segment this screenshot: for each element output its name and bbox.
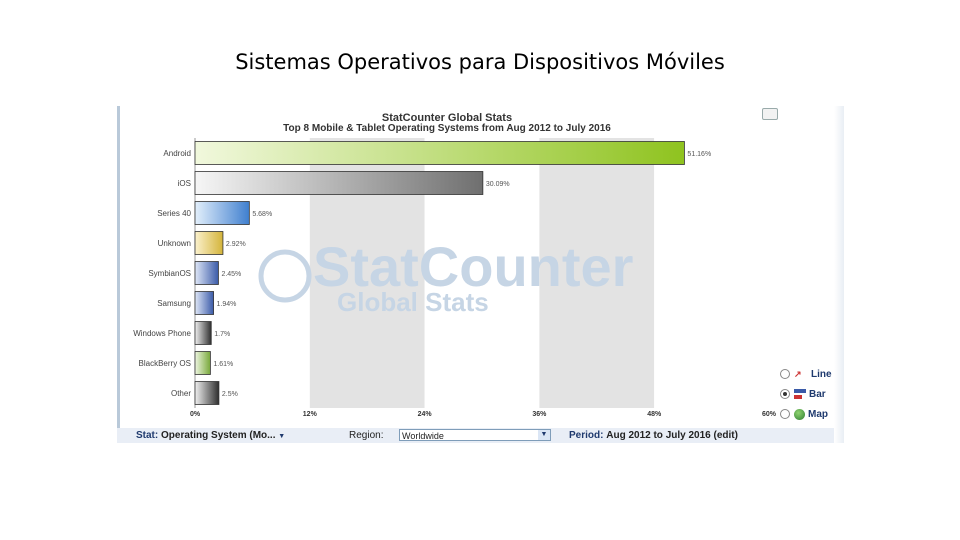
value-label: 30.09% (486, 181, 510, 188)
legend-label-map: Map (808, 408, 828, 420)
legend-item-line[interactable]: ↗ Line (780, 364, 840, 384)
globe-watermark-icon (258, 249, 312, 303)
value-label: 1.94% (217, 301, 237, 308)
stat-field[interactable]: Stat: Operating System (Mo... ▼ (136, 430, 285, 441)
bar[interactable] (194, 381, 220, 405)
value-label: 1.61% (213, 361, 233, 368)
stat-value: Operating System (Mo... (161, 430, 276, 441)
chevron-down-icon[interactable]: ▼ (278, 433, 286, 440)
stats-toolbar: Stat: Operating System (Mo... ▼ Region: … (117, 428, 834, 443)
watermark-line2: Global Stats (337, 287, 489, 317)
value-label: 2.5% (222, 391, 238, 398)
statcounter-screenshot: StatCounter Global Stats Top 8 Mobile & … (117, 106, 844, 443)
statcounter-watermark: StatCounter Global Stats (258, 235, 633, 317)
category-label: Android (163, 149, 191, 158)
legend-item-bar[interactable]: Bar (780, 384, 840, 404)
stat-label: Stat: (136, 430, 159, 441)
x-tick-label: 48% (647, 411, 662, 418)
statcounter-title: StatCounter Global Stats (381, 112, 513, 124)
bar[interactable] (194, 141, 685, 165)
chevron-down-icon[interactable]: ▼ (538, 430, 550, 440)
category-label: BlackBerry OS (139, 359, 191, 368)
globe-map-icon (794, 408, 805, 420)
region-value: Worldwide (402, 431, 444, 441)
bar[interactable] (194, 321, 212, 345)
chart-subtitle: Top 8 Mobile & Tablet Operating Systems … (283, 123, 611, 134)
grid-band (654, 138, 769, 408)
bar[interactable] (194, 201, 250, 225)
x-tick-label: 36% (532, 411, 547, 418)
value-label: 51.16% (687, 151, 711, 158)
value-label: 5.68% (252, 211, 272, 218)
value-label: 1.7% (214, 331, 230, 338)
x-tick-label: 12% (303, 411, 318, 418)
period-field[interactable]: Period: Aug 2012 to July 2016 (edit) (569, 430, 738, 441)
line-chart-icon: ↗ (794, 368, 802, 379)
radio-bar[interactable] (780, 389, 790, 399)
bar-chart-icon (794, 389, 806, 399)
x-axis-ticks: 0% 12% 24% 36% 48% 60% (190, 411, 777, 418)
grid-band (539, 138, 655, 408)
bar-chart: StatCounter Global Stats Android 51.16% iO… (133, 138, 777, 418)
chart-type-legend: ↗ Line Bar Map (780, 364, 840, 424)
screenshot-left-border (117, 106, 120, 443)
bar[interactable] (194, 231, 224, 255)
legend-item-map[interactable]: Map (780, 404, 840, 424)
category-label: Unknown (158, 239, 191, 248)
radio-map[interactable] (780, 409, 790, 419)
category-label: iOS (178, 179, 191, 188)
period-value[interactable]: Aug 2012 to July 2016 (edit) (606, 430, 738, 441)
category-label: Other (171, 389, 191, 398)
bar-group: Android 51.16% iOS 30.09% Series 40 5.68% Unkn… (133, 141, 711, 405)
region-select[interactable]: Worldwide ▼ (399, 429, 551, 441)
bar[interactable] (194, 261, 219, 285)
bar[interactable] (194, 351, 211, 375)
screenshot-right-edge (834, 106, 844, 443)
category-label: Samsung (157, 299, 191, 308)
category-label: SymbianOS (148, 269, 191, 278)
legend-label-line: Line (811, 368, 832, 380)
bar[interactable] (194, 291, 214, 315)
category-label: Windows Phone (133, 329, 191, 338)
x-tick-label: 0% (190, 411, 201, 418)
category-label: Series 40 (157, 209, 191, 218)
region-label: Region: (349, 430, 384, 441)
slide-title: Sistemas Operativos para Dispositivos Mó… (235, 50, 725, 74)
value-label: 2.92% (226, 241, 246, 248)
legend-label-bar: Bar (809, 388, 826, 400)
bar[interactable] (194, 171, 484, 195)
export-icon[interactable] (762, 108, 778, 120)
x-tick-label: 24% (418, 411, 433, 418)
x-tick-label: 60% (762, 411, 777, 418)
period-label: Period: (569, 430, 604, 441)
radio-line[interactable] (780, 369, 790, 379)
value-label: 2.45% (221, 271, 241, 278)
watermark-line1: StatCounter (313, 235, 633, 298)
